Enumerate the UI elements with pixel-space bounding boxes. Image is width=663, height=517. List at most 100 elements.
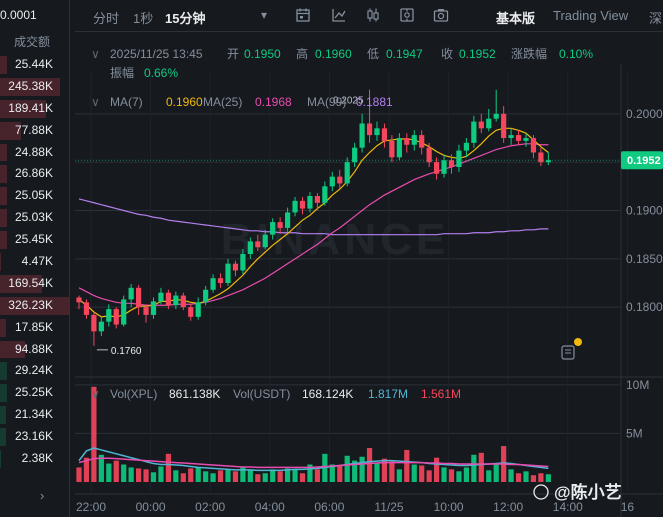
camera-icon[interactable] bbox=[433, 7, 449, 23]
candle-body bbox=[225, 263, 231, 283]
view-tradingview[interactable]: Trading View bbox=[553, 8, 629, 23]
price-tick-label: 0.1800 bbox=[626, 300, 663, 314]
volume-bar bbox=[217, 470, 224, 482]
candle bbox=[322, 181, 328, 206]
amount-depth-bar bbox=[0, 362, 7, 381]
amount-row: 4.47K bbox=[0, 251, 69, 273]
amount-depth-bar bbox=[0, 406, 6, 425]
amount-top-value: 0.0001 bbox=[0, 8, 37, 22]
volume-bar bbox=[150, 472, 157, 482]
ohlc-legend: ∨ 2025/11/25 13:45 开 0.1950 高 0.1960 低 0… bbox=[91, 46, 593, 80]
candle-body bbox=[210, 278, 216, 290]
chevron-right-icon[interactable]: › bbox=[40, 488, 45, 503]
change-label: 涨跌幅 bbox=[511, 46, 547, 61]
amount-row: 169.54K bbox=[0, 273, 69, 295]
view-depth[interactable]: 深 bbox=[649, 11, 663, 26]
volume-bar bbox=[136, 468, 142, 482]
volume-bar bbox=[471, 454, 477, 482]
amount-value: 4.47K bbox=[21, 254, 53, 269]
candle bbox=[493, 89, 499, 122]
candle-body bbox=[501, 113, 507, 138]
time-axis: 22:00 00:00 02:00 04:00 06:00 11/25 10:00 12:00… bbox=[76, 500, 634, 514]
amount-row: 29.24K bbox=[0, 360, 69, 382]
amount-depth-bar bbox=[0, 121, 21, 140]
candle bbox=[366, 89, 373, 143]
candle-body bbox=[98, 321, 104, 332]
candle-body bbox=[441, 160, 447, 174]
candle-body bbox=[322, 186, 328, 203]
volume-tick-label: 10M bbox=[626, 378, 649, 392]
candle bbox=[374, 121, 380, 141]
amount-depth-bar bbox=[0, 253, 2, 271]
ma-collapse-icon[interactable]: ∨ bbox=[91, 95, 100, 109]
volume-bar bbox=[411, 464, 417, 482]
candle bbox=[277, 217, 283, 234]
settings-icon[interactable] bbox=[399, 7, 415, 23]
candle bbox=[314, 193, 320, 211]
vol-xpl-label: Vol(XPL) bbox=[110, 387, 157, 401]
candle bbox=[262, 229, 268, 250]
candle-body bbox=[128, 287, 134, 300]
amount-value: 169.54K bbox=[8, 275, 53, 290]
volume-bar bbox=[538, 473, 544, 482]
volume-bar bbox=[143, 469, 149, 482]
alert-bell-icon[interactable] bbox=[561, 338, 582, 360]
amount-depth-bar bbox=[0, 209, 7, 228]
time-tick-label: 04:00 bbox=[255, 500, 285, 514]
chart-panel: 分时 1秒 15分钟 ▾ bbox=[75, 0, 663, 517]
time-tick-label: 12:00 bbox=[493, 500, 523, 514]
candle-body bbox=[143, 307, 149, 315]
candle-body bbox=[150, 301, 157, 315]
amount-row: 25.45K bbox=[0, 229, 69, 251]
vol-collapse-icon[interactable]: ∨ bbox=[91, 387, 100, 401]
candle bbox=[426, 142, 432, 167]
candle bbox=[255, 234, 261, 252]
volume-bar bbox=[91, 386, 97, 482]
volume-bar bbox=[456, 471, 462, 482]
footer-watermark-text: @陈小艺 bbox=[554, 482, 622, 502]
amount-value: 29.24K bbox=[14, 363, 53, 378]
candle-body bbox=[329, 176, 335, 187]
candle bbox=[508, 128, 514, 145]
time-tick-label: 02:00 bbox=[195, 500, 225, 514]
volume-bar bbox=[314, 469, 320, 482]
candle-body bbox=[247, 241, 253, 254]
volume-panel: 10M 5M bbox=[76, 378, 649, 482]
weibo-icon bbox=[533, 484, 549, 500]
interval-timeline[interactable]: 分时 bbox=[93, 11, 120, 26]
candle bbox=[240, 249, 246, 275]
candle bbox=[396, 133, 402, 161]
volume-bar bbox=[76, 467, 82, 482]
interval-15m[interactable]: 15分钟 bbox=[165, 11, 206, 26]
line-tool-icon[interactable] bbox=[331, 7, 347, 23]
amount-value: 25.05K bbox=[14, 188, 53, 203]
candle-body bbox=[285, 212, 291, 228]
volume-tick-label: 5M bbox=[626, 426, 643, 440]
candle-body bbox=[255, 241, 261, 248]
candle-type-icon[interactable] bbox=[365, 7, 381, 23]
view-basic[interactable]: 基本版 bbox=[496, 11, 536, 26]
candle-body bbox=[232, 263, 239, 271]
time-tick-label: 10:00 bbox=[434, 500, 464, 514]
volume-bar bbox=[486, 470, 492, 482]
amount-row: 24.88K bbox=[0, 142, 69, 164]
volume-bar bbox=[121, 464, 127, 482]
volume-bar bbox=[396, 469, 402, 482]
interval-dropdown-chevron-down-icon[interactable]: ▾ bbox=[261, 8, 268, 22]
candle bbox=[530, 135, 537, 159]
ohlc-collapse-icon[interactable]: ∨ bbox=[91, 47, 100, 61]
candle bbox=[165, 289, 171, 310]
candle-body bbox=[404, 138, 410, 145]
vol-ma2-line bbox=[78, 457, 549, 469]
candle-body bbox=[389, 140, 395, 158]
candle-body bbox=[530, 138, 537, 153]
amount-row: 189.41K bbox=[0, 98, 69, 120]
interval-1s[interactable]: 1秒 bbox=[133, 11, 154, 26]
change-value: 0.10% bbox=[559, 47, 593, 61]
candle bbox=[83, 299, 90, 319]
candle bbox=[523, 133, 529, 147]
amount-header: 成交额 bbox=[14, 35, 51, 49]
calendar-icon[interactable] bbox=[295, 7, 311, 23]
